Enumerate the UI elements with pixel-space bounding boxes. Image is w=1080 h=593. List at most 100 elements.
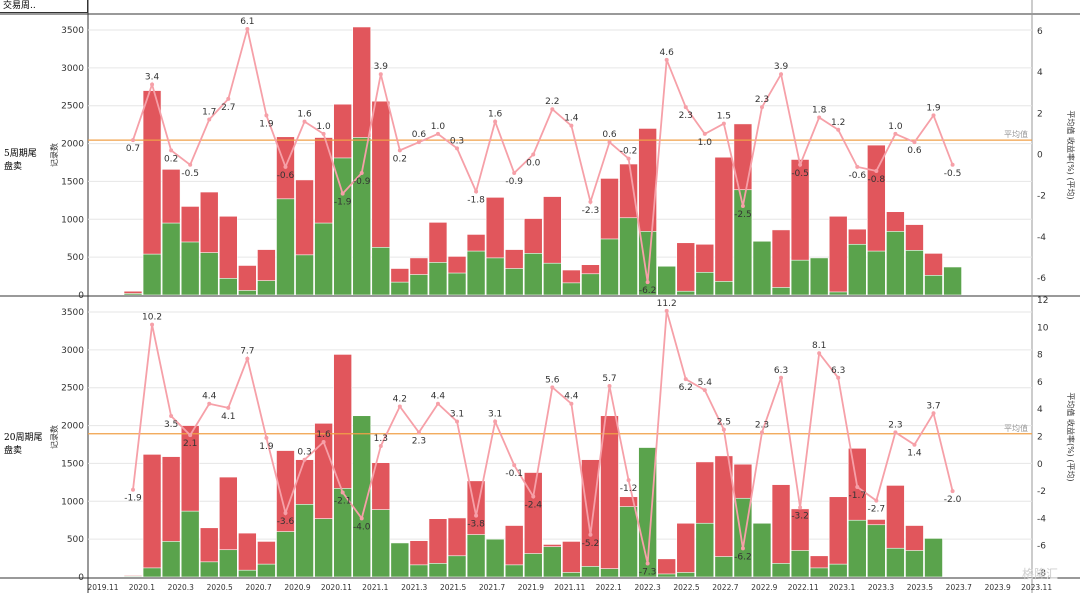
panel-1-return-point [416, 140, 421, 145]
panel-2-return-data-label: 5.7 [602, 374, 616, 384]
panel-1-bar-green [905, 250, 924, 296]
panel-2-bar-green [657, 573, 676, 578]
panel-1-bar-green [485, 257, 505, 296]
x-tick-label: 2021.9 [518, 583, 544, 592]
panel-1-bar-green [581, 273, 600, 296]
panel-1-return-point [855, 164, 860, 169]
x-tick-label: 2021.7 [479, 583, 505, 592]
x-tick-label: 2020.3 [168, 583, 194, 592]
panel-1-return-point [740, 203, 745, 208]
panel-2-return-data-label: 3.1 [488, 409, 502, 419]
panel-1-return-point [493, 119, 498, 124]
panel-1-bar-green [428, 262, 448, 296]
panel-1-return-data-label: 1.4 [564, 114, 579, 124]
panel-2-y2-tick-label: 4 [1037, 405, 1043, 415]
panel-1-bar-green [504, 268, 524, 296]
panel-2-y2-tick-label: 0 [1037, 460, 1043, 470]
panel-1-y2-tick-label: 2 [1037, 109, 1043, 119]
panel-2-return-data-label: 6.3 [831, 366, 845, 376]
panel-2-return-point [397, 404, 402, 409]
x-tick-label: 2023.7 [946, 583, 972, 592]
panel-1-bar-green [809, 257, 829, 296]
panel-2-bar-green [333, 488, 352, 578]
panel-1-bar-green [733, 189, 753, 296]
panel-1-return-data-label: 0.0 [526, 159, 541, 169]
panel-1-bar-green [924, 275, 943, 296]
panel-2-y2-tick-label: -2 [1037, 487, 1046, 497]
panel-2-return-data-label: 2.3 [412, 436, 426, 446]
panel-2-return-data-label: -2.4 [524, 501, 542, 511]
panel-1-return-data-label: 0.6 [412, 130, 427, 140]
panel-2-bar-green [847, 519, 867, 578]
panel-1-return-point [397, 148, 402, 153]
panel-2-y-tick-label: 2500 [61, 384, 84, 394]
panel-2-bar-green [409, 564, 429, 578]
panel-1-bar-green [619, 217, 638, 296]
panel-1-bar-green [219, 278, 238, 296]
panel-1-bar-green [161, 222, 181, 296]
panel-2-return-point [893, 430, 898, 435]
panel-2-y2-tick-label: -4 [1037, 514, 1046, 524]
panel-2-return-line [132, 310, 954, 564]
panel-2-return-point [340, 490, 345, 495]
x-tick-label: 2022.1 [596, 583, 622, 592]
panel-2-return-point [874, 498, 879, 503]
panel-2-y2-tick-label: 10 [1037, 323, 1049, 333]
panel-1-bar-green [447, 272, 467, 296]
panel-2-bar-red [676, 522, 696, 578]
panel-1-bar-green [314, 222, 333, 296]
row-label-top: 5周期尾盘卖 [4, 149, 37, 172]
panel-1-bar-green [867, 250, 886, 296]
panel-2-return-data-label: -1.2 [620, 484, 638, 494]
x-tick-label: 2023.9 [985, 583, 1011, 592]
panel-1-bar-green [676, 290, 696, 296]
panel-1-return-point [664, 57, 669, 62]
panel-1-return-data-label: 1.0 [316, 122, 331, 132]
panel-2-bar-green [695, 522, 715, 578]
panel-2-return-data-label: -4.0 [353, 522, 371, 532]
panel-2-return-point [321, 439, 326, 444]
x-tick-label: 2021.3 [401, 583, 427, 592]
panel-1-return-point [550, 107, 555, 112]
panel-1-return-point [302, 119, 307, 124]
panel-1-bar-green [828, 291, 848, 296]
panel-1-return-data-label: 3.4 [145, 73, 160, 83]
x-tick-label: 2021.11 [554, 583, 585, 592]
panel-1-return-point [569, 123, 574, 128]
panel-2-return-point [569, 401, 574, 406]
panel-1-bar-green [714, 281, 734, 296]
panel-1-bar-green [371, 247, 391, 296]
panel-2-return-point [264, 435, 269, 440]
panel-2-return-data-label: 4.2 [393, 394, 407, 404]
panel-1-return-data-label: 1.8 [812, 105, 827, 115]
panel-1-return-point [283, 164, 288, 169]
panel-2-bar-green [485, 538, 505, 578]
panel-2-bar-green [314, 518, 333, 578]
panel-2-return-point [950, 489, 955, 494]
panel-2-return-data-label: 6.3 [774, 366, 788, 376]
panel-1-return-point [626, 156, 631, 161]
panel-2-return-point [626, 478, 631, 483]
panel-2-return-point [378, 444, 383, 449]
panel-2-return-data-label: 7.7 [240, 347, 254, 357]
panel-1-bar-green [790, 259, 810, 296]
panel-2-return-point [455, 419, 460, 424]
panel-1-return-point [226, 96, 231, 101]
panel-2-bar-green [600, 568, 619, 578]
panel-1-y-tick-label: 2000 [61, 140, 84, 150]
panel-2-return-point [245, 356, 250, 361]
watermark-logo: 格隆汇 [1022, 566, 1058, 581]
panel-2-return-point [931, 411, 936, 416]
panel-2-return-data-label: 3.7 [926, 401, 940, 411]
panel-2-bar-green [466, 534, 486, 578]
panel-2-return-point [493, 419, 498, 424]
panel-1-return-data-label: -0.5 [791, 169, 809, 179]
panel-2-return-point [474, 513, 479, 518]
panel-2-return-data-label: 4.4 [431, 392, 446, 402]
panel-1-return-data-label: -0.5 [944, 169, 962, 179]
panel-1-return-data-label: -0.6 [848, 171, 866, 181]
panel-1-return-point [512, 171, 517, 176]
panel-1-bar-green [600, 238, 619, 296]
panel-1-return-data-label: 0.2 [393, 154, 407, 164]
